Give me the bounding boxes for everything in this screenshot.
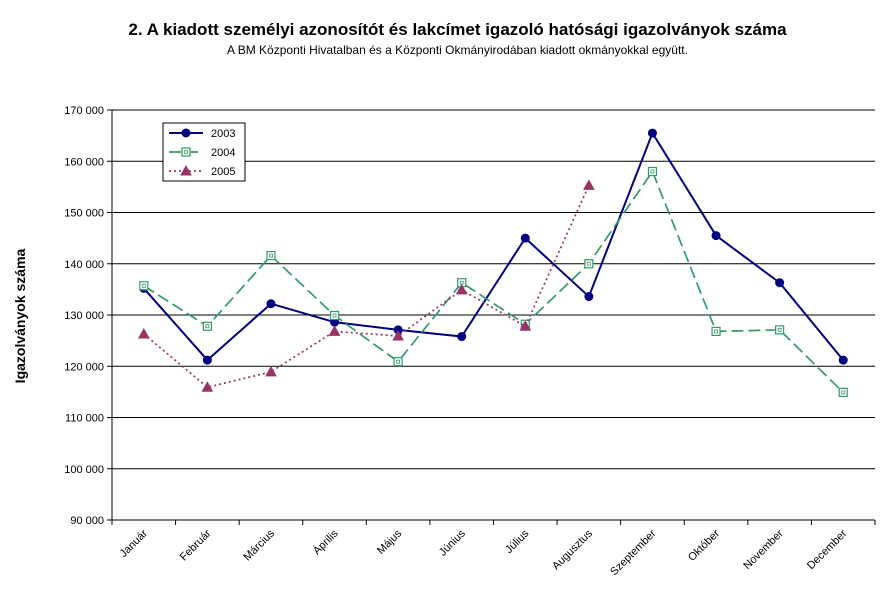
chart-title: 2. A kiadott személyi azonosítót és lakc… — [128, 20, 787, 39]
data-point — [180, 164, 192, 176]
data-point — [584, 292, 594, 302]
x-tick-label: Szeptember — [608, 527, 659, 578]
data-point — [202, 321, 212, 331]
data-point — [392, 329, 404, 341]
data-point — [266, 299, 276, 309]
data-point — [455, 283, 468, 295]
x-tick-label: Május — [375, 527, 405, 557]
data-point-inner — [269, 253, 273, 258]
x-tick-label: Február — [178, 527, 214, 563]
chart-subtitle: A BM Központi Hivatalban és a Központi O… — [227, 43, 688, 57]
data-point-inner — [841, 390, 846, 395]
data-point — [329, 310, 340, 321]
data-point — [775, 278, 785, 288]
y-tick-label: 150 000 — [64, 208, 104, 220]
y-tick-label: 130 000 — [64, 310, 104, 322]
data-point — [647, 166, 658, 177]
data-point-inner — [396, 359, 401, 364]
data-point-inner — [586, 261, 591, 266]
y-tick-label: 120 000 — [64, 361, 104, 373]
data-point — [139, 281, 149, 291]
data-point-inner — [332, 313, 337, 318]
data-point — [520, 233, 530, 243]
series-line-2005 — [143, 184, 590, 389]
data-point — [457, 332, 467, 342]
data-point — [647, 128, 657, 138]
data-point — [775, 325, 785, 335]
x-tick-label: Október — [686, 527, 722, 563]
data-point — [266, 250, 276, 261]
y-tick-label: 110 000 — [65, 413, 104, 425]
x-tick-label: Június — [437, 527, 468, 558]
data-point — [584, 259, 594, 269]
legend-label: 2004 — [211, 147, 235, 159]
series-line-2003 — [143, 130, 844, 362]
data-point-inner — [141, 283, 146, 288]
data-point — [711, 231, 721, 241]
data-point — [393, 357, 403, 367]
x-tick-label: Március — [241, 527, 277, 563]
data-point — [201, 381, 214, 392]
data-point-inner — [650, 169, 655, 174]
data-point — [265, 365, 277, 377]
data-point-inner — [714, 329, 718, 334]
y-tick-label: 170 000 — [64, 105, 104, 117]
series-line-2004 — [143, 169, 844, 393]
data-point — [838, 355, 848, 365]
y-tick-label: 100 000 — [64, 464, 104, 476]
y-tick-label: 140 000 — [64, 259, 104, 271]
data-point — [711, 326, 721, 336]
x-tick-label: Július — [503, 527, 532, 556]
x-tick-label: November — [741, 527, 786, 572]
y-tick-label: 90 000 — [70, 515, 104, 527]
x-tick-label: Április — [310, 527, 341, 558]
data-point — [838, 387, 848, 397]
legend-label: 2005 — [211, 166, 235, 178]
data-point — [328, 325, 341, 336]
x-tick-label: Január — [118, 527, 151, 560]
data-point — [202, 355, 212, 365]
x-tick-label: December — [805, 527, 850, 572]
y-tick-label: 160 000 — [64, 156, 104, 168]
data-point-inner — [184, 150, 188, 154]
data-point-inner — [205, 324, 210, 329]
data-point — [583, 179, 595, 190]
data-point — [181, 128, 191, 138]
data-point — [137, 327, 150, 339]
legend-label: 2003 — [211, 128, 235, 140]
data-point — [519, 320, 532, 331]
data-point — [181, 147, 191, 157]
x-tick-label: Augusztus — [550, 527, 595, 572]
data-point-inner — [777, 327, 782, 332]
